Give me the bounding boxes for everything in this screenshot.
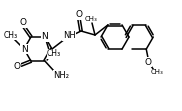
Text: O: O [145, 58, 152, 67]
Text: CH₃: CH₃ [151, 69, 164, 75]
Text: NH: NH [63, 32, 75, 41]
Text: O: O [13, 62, 21, 71]
Text: O: O [76, 11, 82, 20]
Text: O: O [19, 18, 27, 27]
Text: N: N [21, 45, 27, 54]
Text: NH₂: NH₂ [53, 71, 69, 80]
Text: CH₃: CH₃ [85, 16, 97, 22]
Text: CH₃: CH₃ [4, 31, 18, 40]
Text: N: N [42, 32, 48, 41]
Text: CH₃: CH₃ [47, 49, 61, 58]
